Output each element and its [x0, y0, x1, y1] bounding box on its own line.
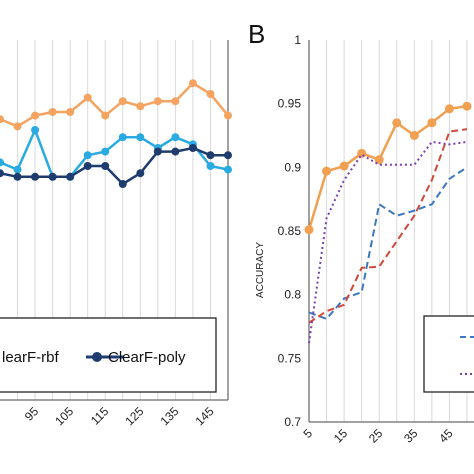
data-point-left-2: [153, 147, 162, 156]
data-point-left-0: [153, 97, 162, 106]
data-point-left-2: [136, 169, 145, 178]
panel-left-grid: [0, 40, 229, 401]
y-tick-label: 0.9: [284, 160, 301, 174]
legend-marker-clearf-poly: [92, 352, 102, 362]
data-point-left-1: [83, 151, 92, 160]
data-point-left-0: [31, 111, 40, 120]
data-point-left-1: [101, 147, 110, 156]
data-point-left-0: [101, 111, 110, 120]
data-point-left-2: [0, 169, 4, 178]
data-point-left-1: [13, 165, 22, 174]
legend-box: [0, 317, 217, 393]
data-point-left-1: [224, 165, 232, 174]
data-point-left-0: [136, 102, 145, 111]
data-point-left-1: [31, 126, 40, 134]
data-point-left-1: [118, 133, 127, 142]
data-point-right-0: [304, 225, 314, 235]
panel-right-y-ticks: 1 0.95 0.9 0.85 0.8 0.75 0.7: [278, 33, 302, 429]
y-tick-label: 1: [294, 33, 301, 47]
data-point-left-2: [48, 172, 57, 181]
data-point-left-1: [0, 158, 4, 167]
data-point-right-0: [444, 104, 454, 114]
data-point-left-1: [171, 133, 180, 142]
data-point-left-2: [101, 162, 110, 170]
data-point-left-2: [83, 162, 92, 170]
data-point-left-0: [118, 97, 127, 106]
data-point-right-0: [427, 118, 437, 128]
data-point-left-1: [206, 162, 215, 170]
data-point-left-0: [83, 93, 92, 102]
panel-letter-b: B: [248, 19, 265, 49]
legend-label-clearf-rbf: learF-rbf: [2, 349, 60, 366]
y-tick-label: 0.95: [278, 97, 302, 111]
legend-label-clearf-poly: ClearF-poly: [108, 349, 186, 366]
data-point-left-0: [188, 79, 197, 88]
data-point-right-0: [374, 155, 384, 165]
series-line-right-2: [308, 128, 468, 324]
data-point-left-2: [188, 144, 197, 152]
panel-left-legend: learF-rbf ClearF-poly: [0, 317, 217, 393]
data-point-left-0: [66, 108, 75, 116]
y-tick-label: 0.85: [278, 224, 302, 238]
panel-right-series: [304, 101, 472, 344]
legend-box-right: [423, 315, 474, 393]
data-point-left-2: [13, 172, 22, 181]
data-point-left-0: [206, 90, 215, 98]
data-point-left-0: [13, 122, 22, 131]
data-point-right-0: [357, 148, 367, 158]
data-point-left-0: [0, 115, 4, 124]
data-point-left-1: [136, 133, 145, 142]
data-point-right-0: [392, 118, 402, 128]
y-tick-label: 0.7: [284, 415, 301, 429]
data-point-left-2: [66, 172, 75, 181]
series-line-right-0: [307, 104, 468, 231]
y-tick-label: 0.8: [284, 288, 301, 302]
y-axis-label: ACCURACY: [255, 242, 266, 298]
data-point-left-2: [206, 151, 215, 160]
data-point-left-0: [48, 108, 57, 116]
panel-right: B 10.950.90.850.80.750.7 ACCURACY 5 15 25 3…: [248, 19, 474, 446]
data-point-left-2: [224, 151, 232, 160]
data-point-right-0: [462, 101, 472, 111]
data-point-left-0: [171, 97, 180, 106]
data-point-right-0: [409, 131, 419, 140]
data-point-left-2: [118, 180, 127, 188]
data-point-left-0: [224, 111, 232, 120]
data-point-right-0: [322, 166, 332, 176]
y-tick-label: 0.75: [278, 351, 302, 365]
data-point-right-0: [339, 161, 349, 171]
data-point-left-2: [171, 147, 180, 156]
panel-left-series: [0, 79, 232, 188]
panel-right-legend: [423, 315, 474, 393]
data-point-left-2: [31, 172, 40, 181]
